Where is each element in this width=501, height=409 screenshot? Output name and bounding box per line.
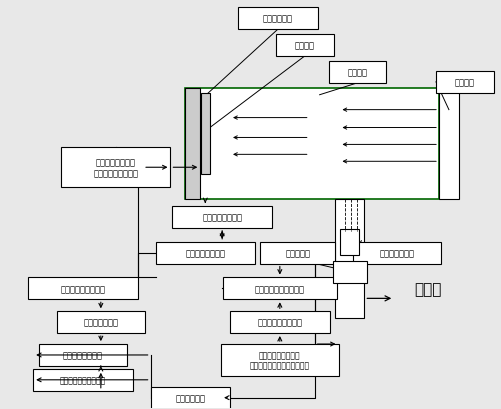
Bar (28, 278, 137, 300)
Bar (185, 89, 200, 200)
Text: 阻力阀口动作幅度: 阻力阀口动作幅度 (202, 213, 241, 222)
Text: 阻力阀口基础位置
（基础气道压高度）: 阻力阀口基础位置 （基础气道压高度） (93, 158, 138, 178)
Text: 自主呼吸时相响应模块: 自主呼吸时相响应模块 (60, 375, 106, 384)
Bar (229, 312, 329, 333)
Text: 目标潮气量控制模块: 目标潮气量控制模块 (257, 318, 302, 327)
Bar (353, 242, 440, 264)
Bar (201, 94, 210, 175)
Text: 阻力阀运动控制器: 阻力阀运动控制器 (185, 249, 225, 258)
Text: 流量传感器: 流量传感器 (285, 249, 310, 258)
Bar (61, 148, 170, 188)
Bar (435, 72, 492, 94)
Bar (438, 89, 458, 200)
Bar (328, 62, 385, 83)
Text: 阻力阀口位置: 阻力阀口位置 (263, 15, 292, 24)
Bar (332, 261, 367, 284)
Bar (260, 242, 334, 264)
Bar (276, 35, 333, 57)
Text: 指令通气控制模块: 指令通气控制模块 (63, 351, 103, 360)
Text: 阀动作整合模块: 阀动作整合模块 (83, 318, 118, 327)
Bar (150, 387, 229, 409)
Text: 气源风机: 气源风机 (454, 78, 474, 87)
Bar (222, 278, 336, 300)
Text: 流量处理模块: 流量处理模块 (175, 393, 205, 402)
Bar (155, 242, 255, 264)
Text: 目标潮气量中央处理器: 目标潮气量中央处理器 (255, 284, 304, 293)
Text: 通气节律中央处理器: 通气节律中央处理器 (60, 284, 105, 293)
Bar (33, 369, 132, 391)
Text: 系统气路: 系统气路 (347, 68, 367, 77)
Text: 气道压力传感器: 气道压力传感器 (379, 249, 414, 258)
Bar (237, 8, 317, 30)
Text: 潮气量积分运算模块
（瞬时流量与吸气时长积分）: 潮气量积分运算模块 （瞬时流量与吸气时长积分） (249, 351, 309, 370)
Bar (185, 89, 438, 200)
Text: 供患者: 供患者 (413, 281, 440, 296)
Bar (221, 344, 338, 376)
Text: 阻力阀口: 阻力阀口 (294, 41, 314, 50)
Bar (334, 200, 364, 319)
Bar (339, 229, 359, 255)
Bar (57, 312, 144, 333)
Bar (39, 344, 126, 366)
Bar (172, 207, 272, 228)
